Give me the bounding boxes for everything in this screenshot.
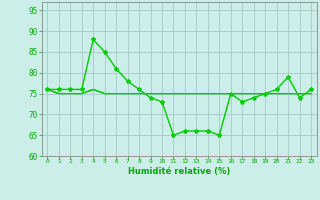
X-axis label: Humidité relative (%): Humidité relative (%) (128, 167, 230, 176)
